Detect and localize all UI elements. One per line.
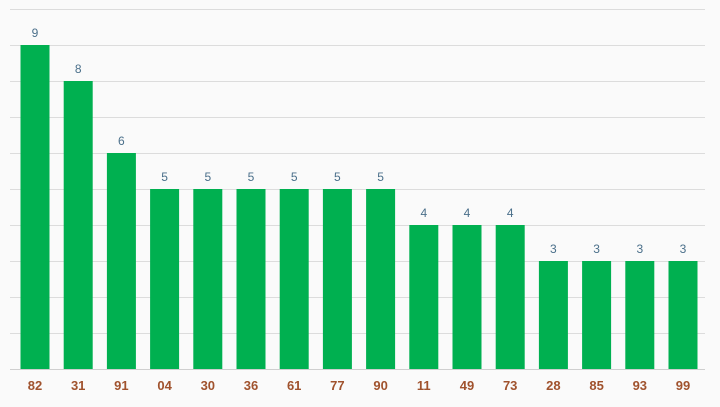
- value-label-31: 8: [75, 62, 82, 76]
- x-tick-label-90: 90: [373, 378, 387, 393]
- x-tick-label-91: 91: [114, 378, 128, 393]
- x-tick-label-36: 36: [244, 378, 258, 393]
- bar-49: [452, 225, 482, 369]
- value-label-90: 5: [377, 170, 384, 184]
- bar-82: [20, 45, 50, 369]
- value-label-04: 5: [161, 170, 168, 184]
- bar-31: [63, 81, 93, 369]
- x-tick-label-82: 82: [28, 378, 42, 393]
- x-tick-label-28: 28: [546, 378, 560, 393]
- bar-91: [106, 153, 136, 369]
- value-label-85: 3: [593, 242, 600, 256]
- x-tick-label-77: 77: [330, 378, 344, 393]
- bar-93: [625, 261, 655, 369]
- value-label-28: 3: [550, 242, 557, 256]
- bar-99: [668, 261, 698, 369]
- x-tick-label-85: 85: [589, 378, 603, 393]
- value-label-61: 5: [291, 170, 298, 184]
- x-tick-label-61: 61: [287, 378, 301, 393]
- value-label-30: 5: [204, 170, 211, 184]
- value-label-91: 6: [118, 134, 125, 148]
- x-tick-label-49: 49: [460, 378, 474, 393]
- value-label-73: 4: [507, 206, 514, 220]
- bar-36: [236, 189, 266, 369]
- value-label-11: 4: [420, 206, 427, 220]
- x-tick-label-04: 04: [157, 378, 172, 393]
- x-tick-label-93: 93: [633, 378, 647, 393]
- value-label-93: 3: [636, 242, 643, 256]
- x-tick-label-99: 99: [676, 378, 690, 393]
- x-tick-label-11: 11: [417, 378, 431, 393]
- x-tick-label-31: 31: [71, 378, 85, 393]
- bar-30: [193, 189, 223, 369]
- value-label-99: 3: [680, 242, 687, 256]
- bar-73: [495, 225, 525, 369]
- chart-bars: [20, 45, 698, 369]
- bar-90: [366, 189, 396, 369]
- bar-28: [538, 261, 568, 369]
- bar-77: [322, 189, 352, 369]
- bar-04: [150, 189, 180, 369]
- chart-value-labels: 9 8 6 5 5 5 5 5 5 4 4 4 3 3 3 3: [32, 26, 687, 256]
- x-tick-label-73: 73: [503, 378, 517, 393]
- bar-61: [279, 189, 309, 369]
- bar-11: [409, 225, 439, 369]
- bar-85: [582, 261, 612, 369]
- chart-x-tick-labels: 82 31 91 04 30 36 61 77 90 11 49 73 28 85 93 99: [28, 378, 690, 393]
- value-label-49: 4: [464, 206, 471, 220]
- x-tick-label-30: 30: [201, 378, 215, 393]
- value-label-36: 5: [248, 170, 255, 184]
- value-label-82: 9: [32, 26, 39, 40]
- value-label-77: 5: [334, 170, 341, 184]
